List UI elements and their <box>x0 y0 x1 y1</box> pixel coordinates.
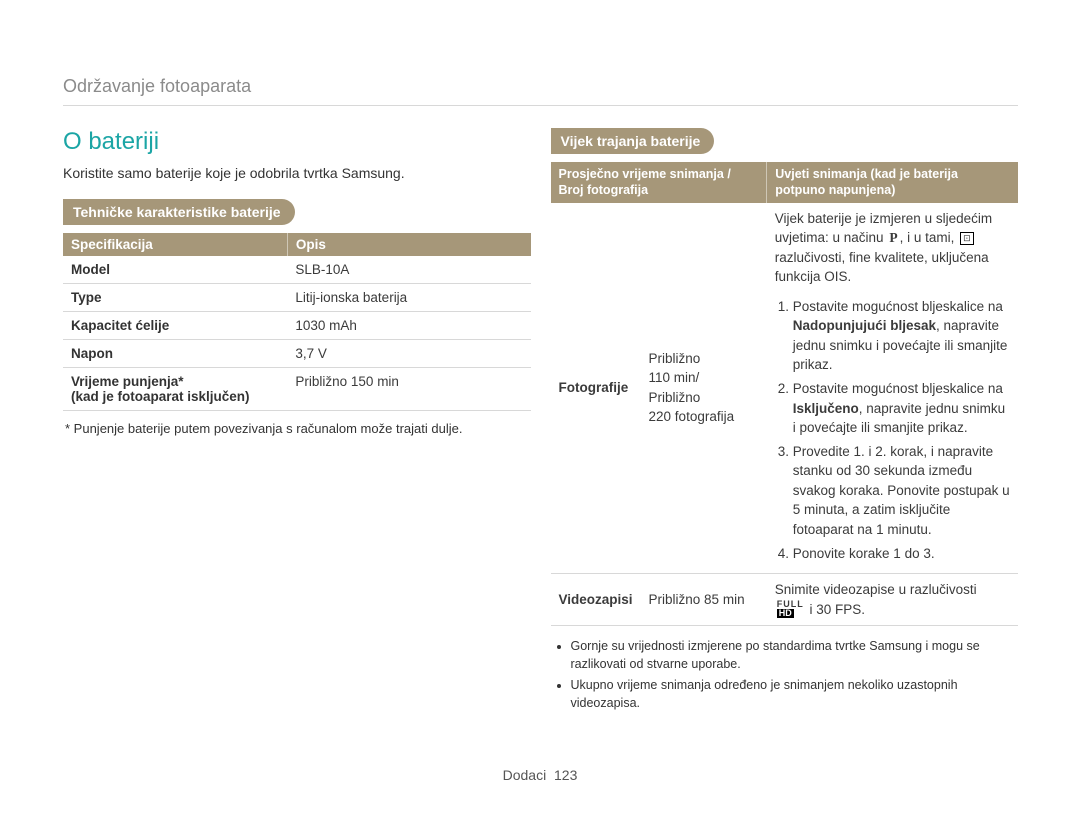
table-row: Vrijeme punjenja* (kad je fotoaparat isk… <box>63 367 531 410</box>
content-columns: O bateriji Koristite samo baterije koje … <box>63 128 1018 716</box>
battery-life-table: Prosječno vrijeme snimanja / Broj fotogr… <box>551 162 1019 626</box>
p-mode-icon: P <box>889 228 897 248</box>
spec-key: Vrijeme punjenja* (kad je fotoaparat isk… <box>63 367 287 410</box>
list-item: Ukupno vrijeme snimanja određeno je snim… <box>571 677 1019 712</box>
spec-val: Litij-ionska baterija <box>287 283 530 311</box>
spec-val: 1030 mAh <box>287 311 530 339</box>
life-row-label: Fotografije <box>551 203 641 574</box>
intro-text: Koristite samo baterije koje je odobrila… <box>63 164 531 183</box>
spec-key: Kapacitet ćelije <box>63 311 287 339</box>
life-row-desc: Snimite videozapise u razlučivosti FULLH… <box>767 574 1018 626</box>
spec-val: 3,7 V <box>287 339 530 367</box>
fullhd-icon: FULLHD <box>777 600 804 618</box>
notes-list: Gornje su vrijednosti izmjerene po stand… <box>551 638 1019 712</box>
spec-table: Specifikacija Opis Model SLB-10A Type Li… <box>63 233 531 411</box>
section-title: O bateriji <box>63 128 531 156</box>
spec-key: Napon <box>63 339 287 367</box>
table-row: Napon 3,7 V <box>63 339 531 367</box>
photo-intro-b: , i u tami, <box>900 230 959 245</box>
video-desc-a: Snimite videozapise u razlučivosti <box>775 582 977 597</box>
life-row-mid: Približno 85 min <box>641 574 767 626</box>
life-header: Prosječno vrijeme snimanja / Broj fotogr… <box>551 162 767 203</box>
table-row: Kapacitet ćelije 1030 mAh <box>63 311 531 339</box>
list-item: Ponovite korake 1 do 3. <box>793 544 1010 564</box>
table-row: Fotografije Približno 110 min/ Približno… <box>551 203 1019 574</box>
list-item: Provedite 1. i 2. korak, i napravite sta… <box>793 442 1010 540</box>
page-footer: Dodaci 123 <box>0 767 1080 783</box>
spec-heading-pill: Tehničke karakteristike baterije <box>63 199 295 225</box>
left-column: O bateriji Koristite samo baterije koje … <box>63 128 531 716</box>
table-row: Type Litij-ionska baterija <box>63 283 531 311</box>
list-item: Postavite mogućnost bljeskalice na Isklj… <box>793 379 1010 438</box>
spec-key: Model <box>63 256 287 284</box>
list-item: Postavite mogućnost bljeskalice na Nadop… <box>793 297 1010 375</box>
resolution-icon: ⊡ <box>960 232 974 245</box>
steps-list: Postavite mogućnost bljeskalice na Nadop… <box>775 297 1010 563</box>
life-heading-pill: Vijek trajanja baterije <box>551 128 715 154</box>
spec-footnote: * Punjenje baterije putem povezivanja s … <box>65 421 531 436</box>
spec-header-row: Specifikacija Opis <box>63 233 531 256</box>
table-row: Videozapisi Približno 85 min Snimite vid… <box>551 574 1019 626</box>
table-row: Model SLB-10A <box>63 256 531 284</box>
spec-header: Specifikacija <box>63 233 287 256</box>
life-header: Uvjeti snimanja (kad je baterija potpuno… <box>767 162 1018 203</box>
life-row-mid: Približno 110 min/ Približno 220 fotogra… <box>641 203 767 574</box>
photo-intro-c: razlučivosti, fine kvalitete, uključena … <box>775 250 989 285</box>
life-row-desc: Vijek baterije je izmjeren u sljedećim u… <box>767 203 1018 574</box>
spec-header: Opis <box>287 233 530 256</box>
footer-label: Dodaci <box>503 767 547 783</box>
life-row-label: Videozapisi <box>551 574 641 626</box>
spec-val: SLB-10A <box>287 256 530 284</box>
video-desc-b: i 30 FPS. <box>806 602 865 617</box>
footer-page: 123 <box>554 767 577 783</box>
life-header-row: Prosječno vrijeme snimanja / Broj fotogr… <box>551 162 1019 203</box>
list-item: Gornje su vrijednosti izmjerene po stand… <box>571 638 1019 673</box>
spec-key: Type <box>63 283 287 311</box>
page-breadcrumb: Održavanje fotoaparata <box>63 76 1018 106</box>
right-column: Vijek trajanja baterije Prosječno vrijem… <box>551 128 1019 716</box>
spec-val: Približno 150 min <box>287 367 530 410</box>
